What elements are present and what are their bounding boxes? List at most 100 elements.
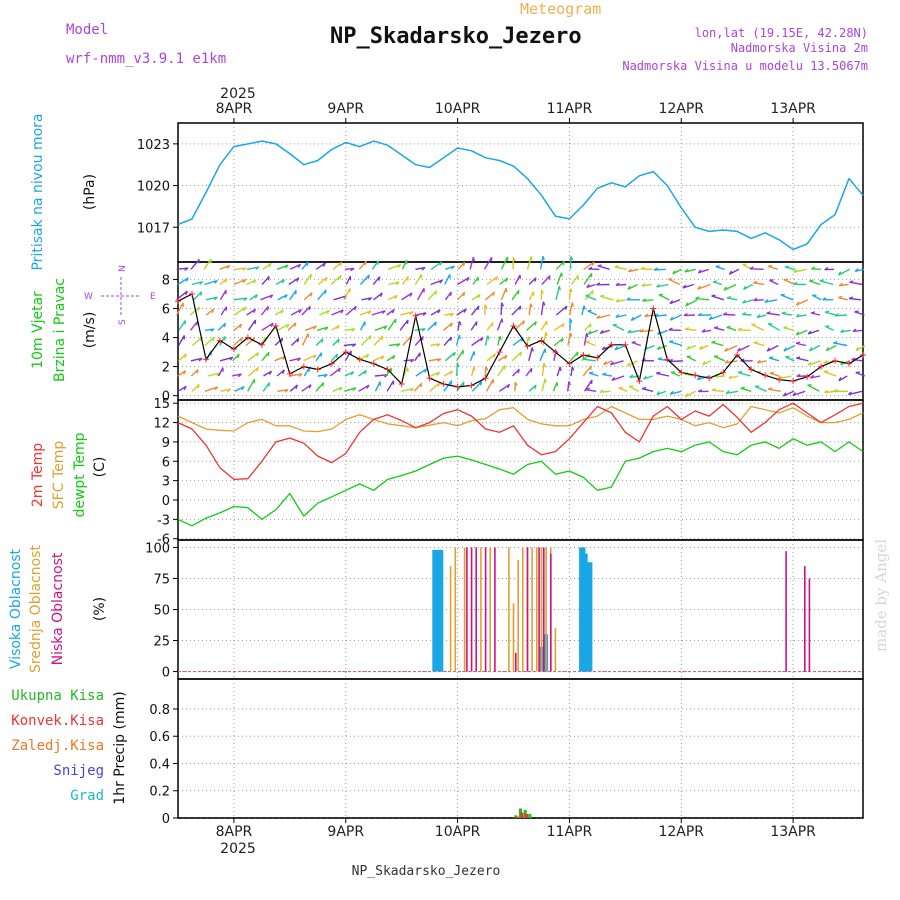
wind-arrow [852,329,863,333]
wind-arrow [553,323,565,331]
wind-arrow-head [183,370,187,375]
wind-arrow-head [239,323,243,329]
wind-arrow [525,367,533,377]
wind-arrow [400,311,413,316]
wind-arrow [332,386,343,392]
wind-arrow [485,378,494,392]
wind-arrow-head [795,313,800,318]
cloud-bar [808,578,811,672]
wind-arrow-head [542,301,546,306]
wind-arrow-head [588,266,593,270]
precip-bar [528,813,532,818]
y-tick-label: 100 [145,541,170,556]
wind-arrow-head [615,298,620,303]
wind-arrow [610,360,624,366]
wind-arrow-head [723,312,728,316]
wind-arrow-head [809,279,814,282]
wind-arrow [602,373,612,377]
wind-arrow-head [833,388,838,392]
wind-arrow-head [298,309,302,314]
wind-arrow-head [696,376,701,381]
wind-arrow [768,388,781,392]
wind-arrow-head [395,281,400,286]
wind-arrow-head [854,310,859,313]
wind-arrow-head [591,261,595,267]
wind-arrow-head [297,263,302,269]
wind-arrows [176,256,866,398]
wind-arrow [603,360,613,366]
wind-arrow-head [436,371,441,376]
wind-arrow [289,289,297,301]
wind-arrow-head [229,356,234,361]
wind-arrow [812,294,822,301]
wind-arrow [724,344,738,352]
wind-arrow-head [450,322,453,327]
legend-zaledj-kisa: Zaledj.Kisa [11,738,104,754]
wind-arrow [528,291,535,301]
wind-arrow [616,299,626,303]
wind-arrow [654,314,667,317]
y-tick-label: 50 [153,604,170,619]
wind-arrow-head [810,311,816,314]
wind-arrow-head [571,366,575,371]
wind-arrow-head [351,328,356,332]
wind-arrow [512,337,524,347]
wind-arrow [274,337,284,347]
wind-arrow [584,323,592,331]
wind-legend-n: N [118,265,128,272]
panel-precipitation: 0 0.2 0.4 0.6 0.8 [149,678,864,827]
cloud-bar [586,562,591,672]
wind-arrow [403,359,414,362]
wind-arrow [288,277,300,286]
y-tick-label: 3 [162,475,170,490]
wind-arrow [204,386,218,392]
wind-arrow-head [807,361,812,366]
wind-arrow [402,276,409,285]
wind-arrow-head [267,352,270,357]
wind-unit: (m/s) [82,312,98,349]
wind-arrow-head [352,343,357,348]
wind-arrow [769,372,780,377]
pressure-label: Pritisak na nivou mora [30,113,46,270]
x-tick-label-bottom: 11APR [547,824,593,840]
wind-arrow [301,384,312,392]
wind-arrow [809,344,821,352]
wind-arrow-head [724,347,728,352]
wind-label-line1: 10m Vjetar [30,291,46,369]
wind-arrow [751,323,765,331]
wind-arrow [413,382,423,392]
wind-arrow-head [823,370,829,373]
wind-arrow-head [855,371,860,374]
wind-arrow [541,275,551,285]
wind-arrow-head [410,359,415,363]
wind-arrow-head [281,279,285,284]
wind-arrow [456,308,467,316]
wind-arrow [289,357,301,362]
wind-arrow-head [796,373,801,377]
wind-arrow [263,370,272,377]
wind-arrow-head [838,377,842,382]
wind-arrow [443,380,453,392]
x-tick-label-top: 10APR [435,101,481,117]
wind-arrow [528,347,533,361]
wind-arrow-head [669,316,674,321]
wind-arrow-head [587,353,591,358]
wind-arrow [684,268,696,273]
wind-arrow [359,274,370,285]
y-tick-label: -6 [157,533,170,548]
wind-arrow [470,305,480,316]
wind-arrow-head [462,292,466,297]
sfc-temp-line [177,405,864,433]
wind-arrow-head [602,372,607,376]
wind-arrow-head [568,381,572,386]
wind-arrow-head [753,297,758,302]
wind-arrow-head [284,264,289,269]
wind-arrow-head [237,353,240,359]
wind-arrow-head [336,325,340,330]
wind-arrow-head [280,337,284,343]
wind-arrow [500,256,509,270]
wind-arrow-head [335,353,339,359]
wind-arrow-head [672,270,676,275]
wind-arrow [711,341,724,347]
wind-arrow-head [477,305,480,311]
